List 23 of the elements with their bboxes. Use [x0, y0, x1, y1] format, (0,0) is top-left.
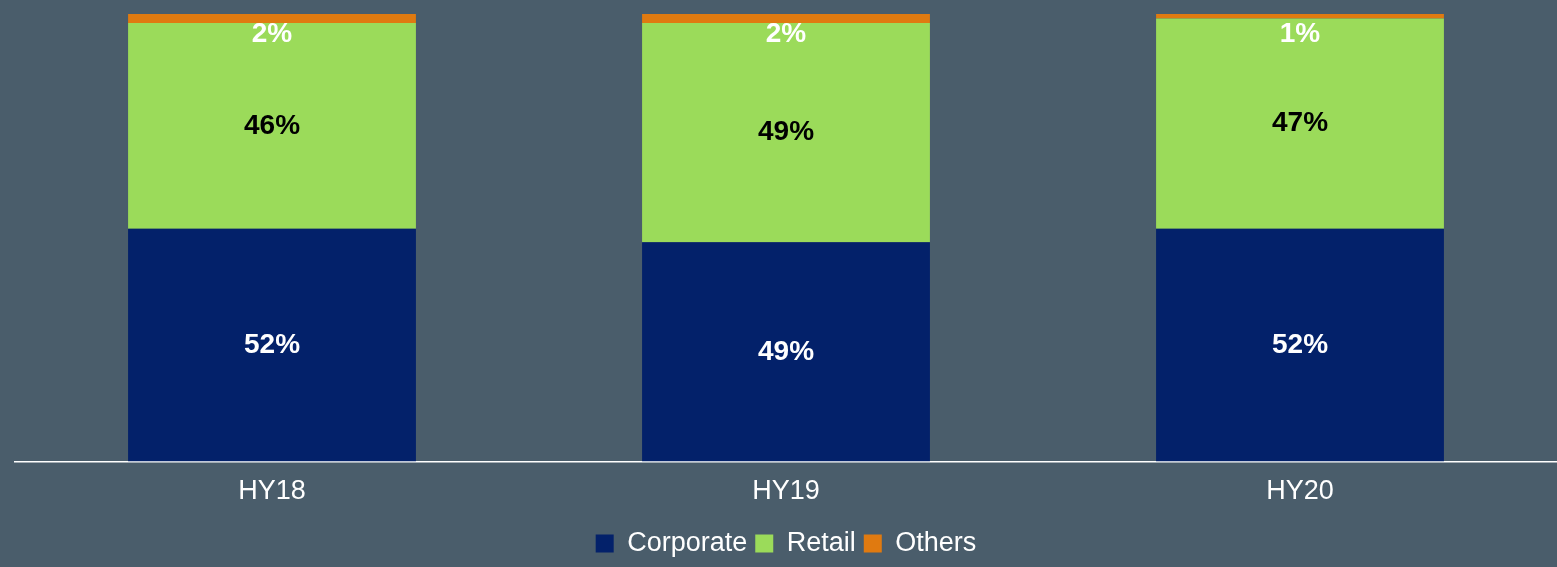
- bar: [642, 14, 930, 23]
- data-label: 52%: [243, 327, 301, 359]
- data-label: 49%: [757, 115, 815, 147]
- data-label: 2%: [765, 16, 807, 48]
- data-label: 52%: [1271, 327, 1329, 359]
- data-label: 46%: [243, 108, 301, 140]
- data-label: 1%: [1279, 16, 1321, 48]
- bar: [642, 22, 930, 243]
- x-tick-label: HY20: [1266, 475, 1334, 506]
- bar: [1156, 228, 1444, 462]
- bar: [128, 228, 416, 462]
- legend-label: Others: [895, 526, 977, 557]
- x-tick-label: HY19: [752, 475, 820, 506]
- data-label: 47%: [1271, 106, 1329, 138]
- x-tick-label: HY18: [238, 475, 306, 506]
- bar: [128, 22, 416, 229]
- legend-label: Retail: [786, 526, 856, 557]
- bar: [128, 14, 416, 23]
- bar: [642, 242, 930, 462]
- data-label: 49%: [757, 334, 815, 366]
- legend-label: Corporate: [627, 526, 748, 557]
- data-label: 2%: [251, 16, 293, 48]
- bar: [1156, 18, 1444, 229]
